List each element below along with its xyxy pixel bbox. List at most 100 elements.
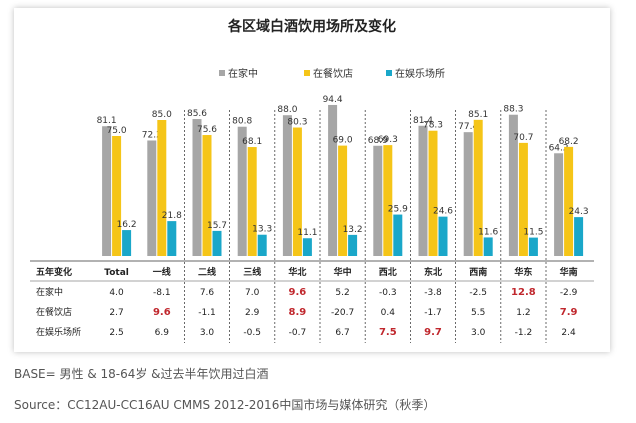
table-cell: 9.6 xyxy=(289,287,307,298)
bar-value-label: 11.1 xyxy=(297,228,317,238)
table-cell: -1.1 xyxy=(198,308,216,318)
table-cell: 9.7 xyxy=(424,327,442,338)
bar-value-label: 88.0 xyxy=(277,105,297,115)
bar-value-label: 75.6 xyxy=(197,125,217,135)
bar-value-label: 25.9 xyxy=(388,205,408,215)
bar xyxy=(302,238,312,256)
category-label: 华南 xyxy=(560,266,578,278)
table-row-label: 在娱乐场所 xyxy=(36,326,81,338)
bar-value-label: 68.1 xyxy=(242,137,262,147)
table-header-label: 五年变化 xyxy=(36,266,72,278)
bar xyxy=(483,237,493,256)
table-cell: 8.9 xyxy=(289,307,307,318)
bar-value-label: 21.8 xyxy=(162,211,182,221)
bar-value-label: 85.6 xyxy=(187,109,207,119)
bar-value-label: 13.2 xyxy=(343,225,363,235)
bar-value-label: 81.4 xyxy=(413,116,433,126)
bar xyxy=(393,214,403,256)
table-cell: 3.0 xyxy=(200,328,215,338)
bar-value-label: 13.3 xyxy=(252,225,272,235)
chart-svg: 在家中 在餐饮店 在娱乐场所81.175.016.272.285.021.885.6… xyxy=(30,67,594,343)
bar xyxy=(257,234,267,256)
table-cell: -2.5 xyxy=(469,288,487,298)
category-label: 三线 xyxy=(243,266,261,278)
legend-label-3: 在娱乐场所 xyxy=(395,67,445,80)
table-cell: -20.7 xyxy=(331,308,354,318)
category-label: 东北 xyxy=(424,266,442,278)
bar-value-label: 70.7 xyxy=(513,133,533,143)
bar-value-label: 64.2 xyxy=(549,143,569,153)
base-note: BASE= 男性 & 18-64岁 &过去半年饮用过白酒 xyxy=(14,367,269,381)
bar-value-label: 80.8 xyxy=(232,117,252,127)
bar xyxy=(247,147,257,256)
bar-value-label: 24.6 xyxy=(433,207,453,217)
bar xyxy=(292,127,302,257)
bar-value-label: 88.3 xyxy=(503,105,523,115)
table-cell: 6.9 xyxy=(155,328,170,338)
table-cell: 7.9 xyxy=(560,307,578,318)
bar xyxy=(147,140,157,256)
table-cell: -2.9 xyxy=(560,288,578,298)
bar xyxy=(112,136,122,256)
legend-swatch-2 xyxy=(304,70,310,76)
bar-value-label: 77.4 xyxy=(458,122,478,132)
table-cell: -1.7 xyxy=(424,308,442,318)
table-cell: 7.0 xyxy=(245,288,260,298)
bar xyxy=(212,230,222,256)
bar xyxy=(418,125,428,256)
legend-label-1: 在家中 xyxy=(228,67,258,80)
table-cell: 9.6 xyxy=(153,307,171,318)
bar xyxy=(192,119,202,256)
bar xyxy=(348,234,358,256)
bar-value-label: 78.3 xyxy=(423,121,443,131)
bar-value-label: 68.2 xyxy=(559,137,579,147)
table-cell: 5.5 xyxy=(471,308,485,318)
table-cell: -0.3 xyxy=(379,288,397,298)
bar xyxy=(428,130,438,256)
bar-value-label: 15.7 xyxy=(207,221,227,231)
bar xyxy=(338,145,348,256)
bar xyxy=(373,145,383,256)
bar xyxy=(328,104,338,257)
bar-value-label: 24.3 xyxy=(569,207,589,217)
table-cell: -1.2 xyxy=(515,328,533,338)
bar xyxy=(574,217,584,256)
category-label: 一线 xyxy=(153,266,171,278)
bar xyxy=(528,237,538,256)
bar-value-label: 11.6 xyxy=(478,227,498,237)
category-label: Total xyxy=(104,268,129,278)
bar-value-label: 16.2 xyxy=(117,220,137,230)
bar xyxy=(167,221,177,256)
table-cell: 7.5 xyxy=(379,327,397,338)
category-label: 华北 xyxy=(288,266,306,278)
category-label: 华中 xyxy=(334,266,352,278)
bar xyxy=(564,146,574,256)
bar-value-label: 94.4 xyxy=(323,95,343,105)
category-label: 西南 xyxy=(469,266,487,278)
table-cell: 1.2 xyxy=(516,308,530,318)
table-cell: 7.6 xyxy=(200,288,215,298)
table-row-label: 在家中 xyxy=(36,286,63,298)
source-note: Source：CC12AU-CC16AU CMMS 2012-2016中国市场与… xyxy=(14,398,436,412)
bar xyxy=(102,126,112,257)
category-label: 西北 xyxy=(379,266,397,278)
table-cell: -8.1 xyxy=(153,288,171,298)
legend-label-2: 在餐饮店 xyxy=(313,67,353,80)
bar-value-label: 75.0 xyxy=(107,126,127,136)
table-cell: -0.7 xyxy=(289,328,307,338)
chart-panel: 各区域白酒饮用场所及变化 在家中 在餐饮店 在娱乐场所 81.1 75.0 16.2 72.… xyxy=(14,8,610,352)
bar-value-label: 69.0 xyxy=(333,136,353,146)
legend-swatch-3 xyxy=(386,70,392,76)
bar xyxy=(157,120,167,256)
table-cell: 2.7 xyxy=(109,308,123,318)
bar-value-label: 11.5 xyxy=(523,228,543,238)
bar-value-label: 85.1 xyxy=(468,110,488,120)
table-row-label: 在餐饮店 xyxy=(36,306,72,318)
bar xyxy=(463,132,473,256)
table-cell: 2.4 xyxy=(561,328,576,338)
table-cell: 0.4 xyxy=(381,308,396,318)
bar-value-label: 68.9 xyxy=(368,136,388,146)
bar xyxy=(202,135,212,256)
bar-value-label: 69.3 xyxy=(378,135,398,145)
chart-title: 各区域白酒饮用场所及变化 xyxy=(228,19,396,35)
